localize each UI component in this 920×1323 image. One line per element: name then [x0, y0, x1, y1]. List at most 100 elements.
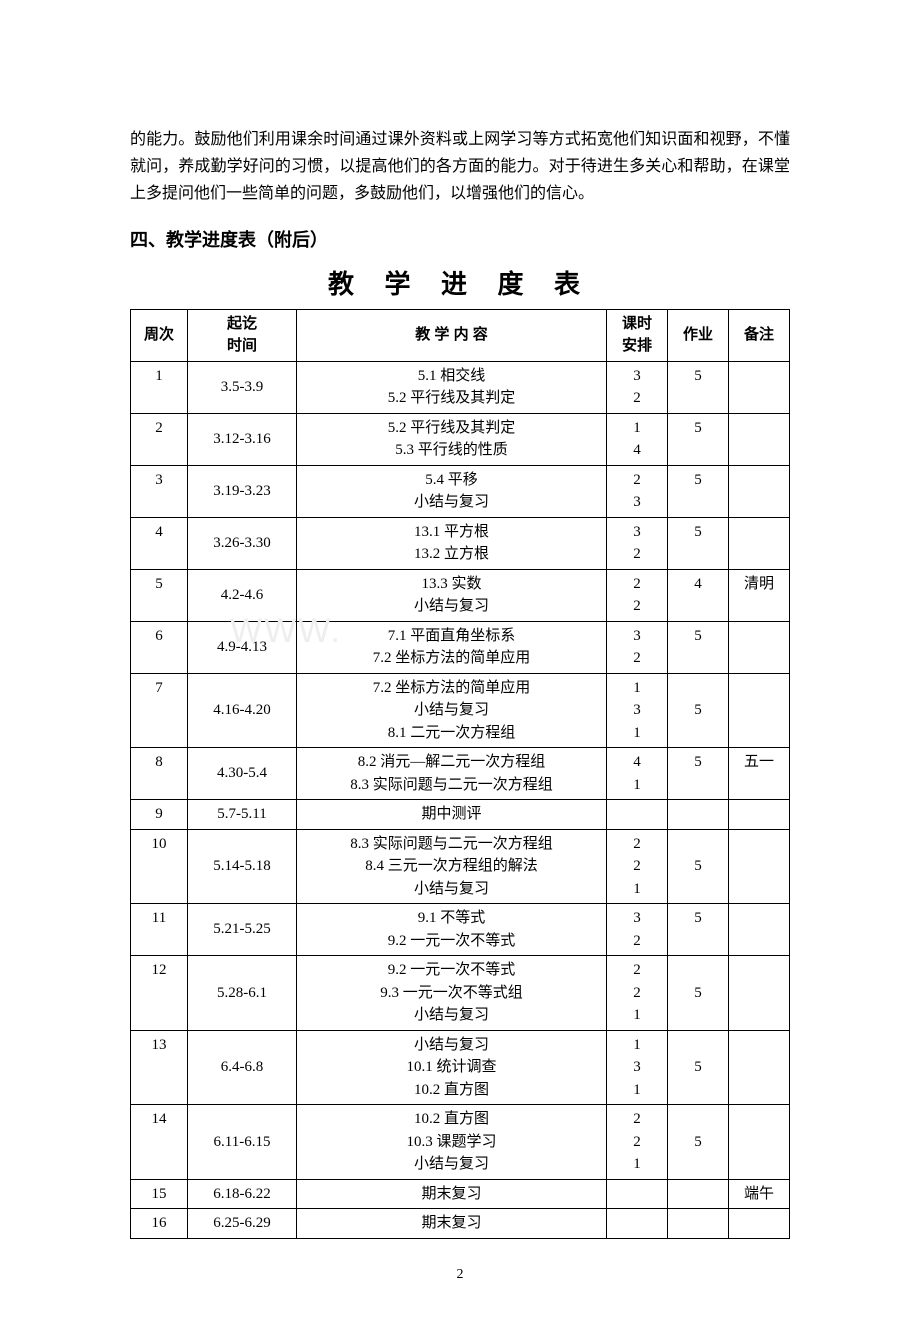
cell-content: 8.2 消元—解二元一次方程组8.3 实际问题与二元一次方程组: [297, 748, 607, 800]
cell-content: 期末复习: [297, 1179, 607, 1209]
cell-hours: 32: [607, 517, 668, 569]
cell-date: 3.19-3.23: [188, 465, 297, 517]
cell-date: 3.12-3.16: [188, 413, 297, 465]
cell-date: 6.18-6.22: [188, 1179, 297, 1209]
cell-week: 10: [131, 829, 188, 904]
cell-date: 5.14-5.18: [188, 829, 297, 904]
cell-week: 9: [131, 800, 188, 830]
table-row: 64.9-4.137.1 平面直角坐标系7.2 坐标方法的简单应用325: [131, 621, 790, 673]
cell-homework: 5: [668, 748, 729, 800]
cell-week: 7: [131, 673, 188, 748]
table-row: 156.18-6.22期末复习 端午: [131, 1179, 790, 1209]
table-header-row: 周次 起讫时间 教 学 内 容 课时安排 作业 备注: [131, 309, 790, 361]
cell-homework: [668, 800, 729, 830]
cell-hours: [607, 800, 668, 830]
cell-date: 5.28-6.1: [188, 956, 297, 1031]
cell-content: 7.1 平面直角坐标系7.2 坐标方法的简单应用: [297, 621, 607, 673]
cell-note: [729, 800, 790, 830]
cell-content: 9.2 一元一次不等式9.3 一元一次不等式组小结与复习: [297, 956, 607, 1031]
cell-homework: [668, 1209, 729, 1239]
table-row: 54.2-4.613.3 实数小结与复习224清明: [131, 569, 790, 621]
cell-date: 5.21-5.25: [188, 904, 297, 956]
cell-note: [729, 1105, 790, 1180]
cell-note: [729, 517, 790, 569]
table-row: 23.12-3.165.2 平行线及其判定5.3 平行线的性质145: [131, 413, 790, 465]
cell-content: 13.3 实数小结与复习: [297, 569, 607, 621]
cell-homework: 5: [668, 413, 729, 465]
cell-week: 5: [131, 569, 188, 621]
document-page: 的能力。鼓励他们利用课余时间通过课外资料或上网学习等方式拓宽他们知识面和视野，不…: [0, 0, 920, 1323]
cell-week: 6: [131, 621, 188, 673]
cell-note: [729, 829, 790, 904]
table-row: 74.16-4.207.2 坐标方法的简单应用小结与复习8.1 二元一次方程组1…: [131, 673, 790, 748]
cell-week: 2: [131, 413, 188, 465]
cell-note: 五一: [729, 748, 790, 800]
cell-note: [729, 465, 790, 517]
cell-homework: 5: [668, 673, 729, 748]
cell-note: [729, 361, 790, 413]
header-hours: 课时安排: [607, 309, 668, 361]
cell-content: 小结与复习10.1 统计调查10.2 直方图: [297, 1030, 607, 1105]
table-row: 146.11-6.1510.2 直方图10.3 课题学习小结与复习2215: [131, 1105, 790, 1180]
cell-hours: 32: [607, 621, 668, 673]
cell-week: 14: [131, 1105, 188, 1180]
cell-date: 5.7-5.11: [188, 800, 297, 830]
cell-content: 8.3 实际问题与二元一次方程组8.4 三元一次方程组的解法小结与复习: [297, 829, 607, 904]
cell-content: 10.2 直方图10.3 课题学习小结与复习: [297, 1105, 607, 1180]
cell-homework: 5: [668, 1030, 729, 1105]
header-date: 起讫时间: [188, 309, 297, 361]
cell-hours: 14: [607, 413, 668, 465]
cell-homework: 5: [668, 465, 729, 517]
cell-note: 清明: [729, 569, 790, 621]
cell-homework: 5: [668, 361, 729, 413]
cell-date: 4.9-4.13: [188, 621, 297, 673]
table-row: 95.7-5.11期中测评: [131, 800, 790, 830]
cell-homework: 5: [668, 517, 729, 569]
cell-homework: [668, 1179, 729, 1209]
cell-homework: 5: [668, 829, 729, 904]
cell-week: 1: [131, 361, 188, 413]
header-homework: 作业: [668, 309, 729, 361]
cell-date: 3.5-3.9: [188, 361, 297, 413]
cell-note: 端午: [729, 1179, 790, 1209]
cell-note: [729, 956, 790, 1031]
cell-content: 5.1 相交线5.2 平行线及其判定: [297, 361, 607, 413]
cell-week: 8: [131, 748, 188, 800]
cell-date: 6.4-6.8: [188, 1030, 297, 1105]
cell-content: 5.4 平移小结与复习: [297, 465, 607, 517]
cell-hours: 221: [607, 956, 668, 1031]
cell-hours: [607, 1179, 668, 1209]
header-note: 备注: [729, 309, 790, 361]
cell-hours: 23: [607, 465, 668, 517]
intro-paragraph: 的能力。鼓励他们利用课余时间通过课外资料或上网学习等方式拓宽他们知识面和视野，不…: [130, 126, 790, 208]
table-row: 115.21-5.259.1 不等式9.2 一元一次不等式325: [131, 904, 790, 956]
cell-content: 13.1 平方根13.2 立方根: [297, 517, 607, 569]
cell-homework: 5: [668, 904, 729, 956]
cell-note: [729, 413, 790, 465]
cell-hours: 32: [607, 361, 668, 413]
cell-content: 5.2 平行线及其判定5.3 平行线的性质: [297, 413, 607, 465]
table-row: 125.28-6.19.2 一元一次不等式9.3 一元一次不等式组小结与复习22…: [131, 956, 790, 1031]
cell-homework: 5: [668, 956, 729, 1031]
cell-homework: 5: [668, 1105, 729, 1180]
cell-note: [729, 621, 790, 673]
cell-date: 6.25-6.29: [188, 1209, 297, 1239]
cell-date: 4.16-4.20: [188, 673, 297, 748]
table-row: 136.4-6.8小结与复习10.1 统计调查10.2 直方图1315: [131, 1030, 790, 1105]
cell-hours: 32: [607, 904, 668, 956]
table-row: 105.14-5.188.3 实际问题与二元一次方程组8.4 三元一次方程组的解…: [131, 829, 790, 904]
cell-hours: 41: [607, 748, 668, 800]
section-heading: 四、教学进度表（附后）: [130, 226, 790, 252]
cell-homework: 5: [668, 621, 729, 673]
cell-hours: 22: [607, 569, 668, 621]
cell-week: 12: [131, 956, 188, 1031]
table-row: 13.5-3.95.1 相交线5.2 平行线及其判定325: [131, 361, 790, 413]
cell-note: [729, 673, 790, 748]
schedule-table: 周次 起讫时间 教 学 内 容 课时安排 作业 备注 13.5-3.95.1 相…: [130, 309, 790, 1239]
cell-week: 11: [131, 904, 188, 956]
main-title: 教 学 进 度 表: [130, 264, 790, 301]
cell-week: 4: [131, 517, 188, 569]
cell-hours: 131: [607, 673, 668, 748]
cell-date: 4.30-5.4: [188, 748, 297, 800]
cell-content: 7.2 坐标方法的简单应用小结与复习8.1 二元一次方程组: [297, 673, 607, 748]
